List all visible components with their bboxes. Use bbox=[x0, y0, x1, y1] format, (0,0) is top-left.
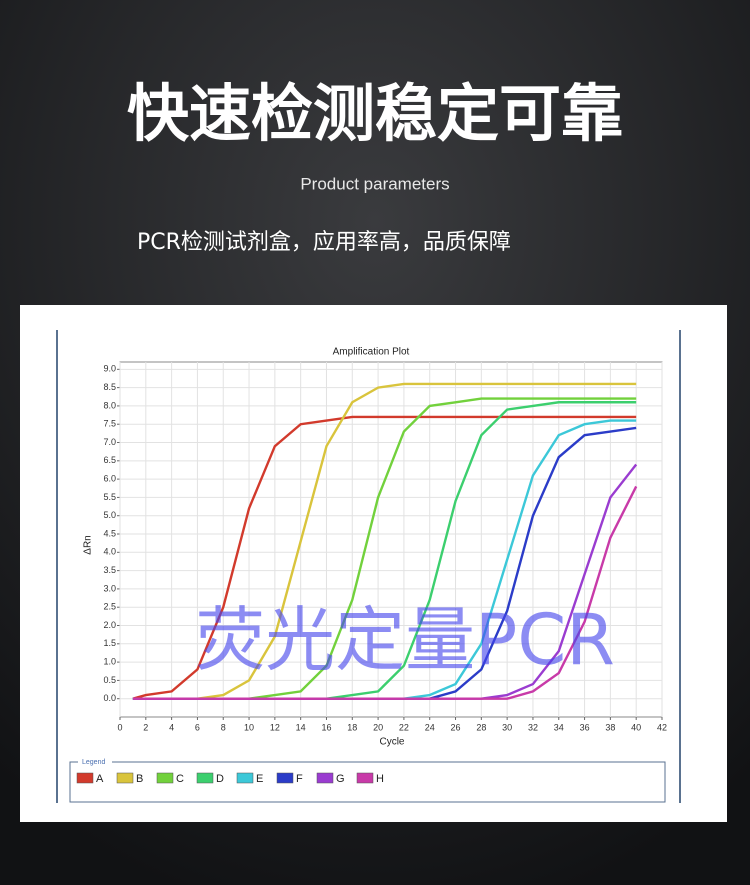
legend-label: B bbox=[136, 773, 143, 785]
x-tick-label: 14 bbox=[296, 722, 306, 732]
y-axis-label: ΔRn bbox=[83, 535, 94, 554]
legend-label: A bbox=[96, 773, 104, 785]
y-tick-label: 3.0 bbox=[103, 583, 116, 593]
y-tick-label: 4.5 bbox=[103, 528, 116, 538]
legend-label: H bbox=[376, 773, 384, 785]
subtitle: Product parameters bbox=[300, 174, 449, 193]
plot-area bbox=[119, 361, 663, 718]
legend-box bbox=[69, 761, 666, 803]
legend-swatch bbox=[76, 772, 94, 784]
legend-label: C bbox=[176, 773, 184, 785]
y-tick-label: 4.0 bbox=[103, 547, 116, 557]
tagline: PCR检测试剂盒，应用率高，品质保障 bbox=[137, 230, 511, 255]
x-tick-label: 10 bbox=[244, 722, 254, 732]
x-tick-label: 18 bbox=[347, 722, 357, 732]
x-tick-label: 36 bbox=[580, 722, 590, 732]
x-tick-label: 12 bbox=[270, 722, 280, 732]
y-tick-label: 1.0 bbox=[103, 656, 116, 666]
y-tick-label: 7.5 bbox=[103, 419, 116, 429]
legend-swatch bbox=[156, 772, 174, 784]
x-tick-label: 4 bbox=[169, 722, 174, 732]
y-tick-label: 8.5 bbox=[103, 382, 116, 392]
y-tick-label: 6.5 bbox=[103, 455, 116, 465]
y-tick-label: 0.5 bbox=[103, 675, 116, 685]
series-line bbox=[132, 485, 638, 700]
series-line bbox=[132, 382, 637, 700]
y-tick-label: 9.0 bbox=[103, 364, 116, 374]
y-tick-label: 5.0 bbox=[103, 510, 116, 520]
legend-swatch bbox=[196, 772, 214, 784]
x-axis-label: Cycle bbox=[379, 737, 404, 748]
x-tick-label: 42 bbox=[657, 722, 667, 732]
y-tick-label: 1.5 bbox=[103, 638, 116, 648]
y-tick-label: 3.5 bbox=[103, 565, 116, 575]
x-tick-label: 24 bbox=[425, 722, 435, 732]
x-tick-label: 32 bbox=[528, 722, 538, 732]
legend-label: D bbox=[216, 773, 224, 785]
x-tick-label: 2 bbox=[143, 722, 148, 732]
legend-label: E bbox=[256, 773, 263, 785]
legend-label: G bbox=[336, 773, 345, 785]
y-tick-label: 0.0 bbox=[103, 693, 116, 703]
x-tick-label: 0 bbox=[117, 722, 122, 732]
legend-swatch bbox=[236, 772, 254, 784]
legend-label: F bbox=[296, 773, 303, 785]
legend-swatch bbox=[116, 772, 134, 784]
y-tick-label: 8.0 bbox=[103, 400, 116, 410]
y-tick-label: 6.0 bbox=[103, 473, 116, 483]
chart-title: Amplification Plot bbox=[333, 347, 410, 358]
x-tick-label: 26 bbox=[451, 722, 461, 732]
legend-swatch bbox=[276, 772, 294, 784]
legend-title-bg bbox=[78, 758, 112, 766]
x-tick-label: 16 bbox=[321, 722, 331, 732]
watermark: 荧光定量PCR bbox=[195, 599, 615, 681]
plot: 0.0 0.5 1.0 1.5 2.0 2.5 3.0 3.5 4.0 4.5 5.0 5.5 6.0 6… bbox=[103, 361, 667, 732]
x-tick-label: 30 bbox=[502, 722, 512, 732]
x-tick-label: 6 bbox=[195, 722, 200, 732]
legend-title: Legend bbox=[82, 759, 105, 766]
x-tick-label: 28 bbox=[476, 722, 486, 732]
x-tick-label: 38 bbox=[605, 722, 615, 732]
x-tick-label: 34 bbox=[554, 722, 564, 732]
page-title: 快速检测稳定可靠 bbox=[127, 77, 623, 150]
legend-swatch bbox=[356, 772, 374, 784]
x-tick-label: 22 bbox=[399, 722, 409, 732]
y-tick-label: 5.5 bbox=[103, 492, 116, 502]
series-line bbox=[132, 415, 637, 700]
x-tick-label: 8 bbox=[221, 722, 226, 732]
legend-swatch bbox=[316, 772, 334, 784]
y-tick-label: 7.0 bbox=[103, 437, 116, 447]
y-tick-label: 2.0 bbox=[103, 620, 116, 630]
y-tick-label: 2.5 bbox=[103, 602, 116, 612]
x-tick-label: 40 bbox=[631, 722, 641, 732]
x-tick-label: 20 bbox=[373, 722, 383, 732]
